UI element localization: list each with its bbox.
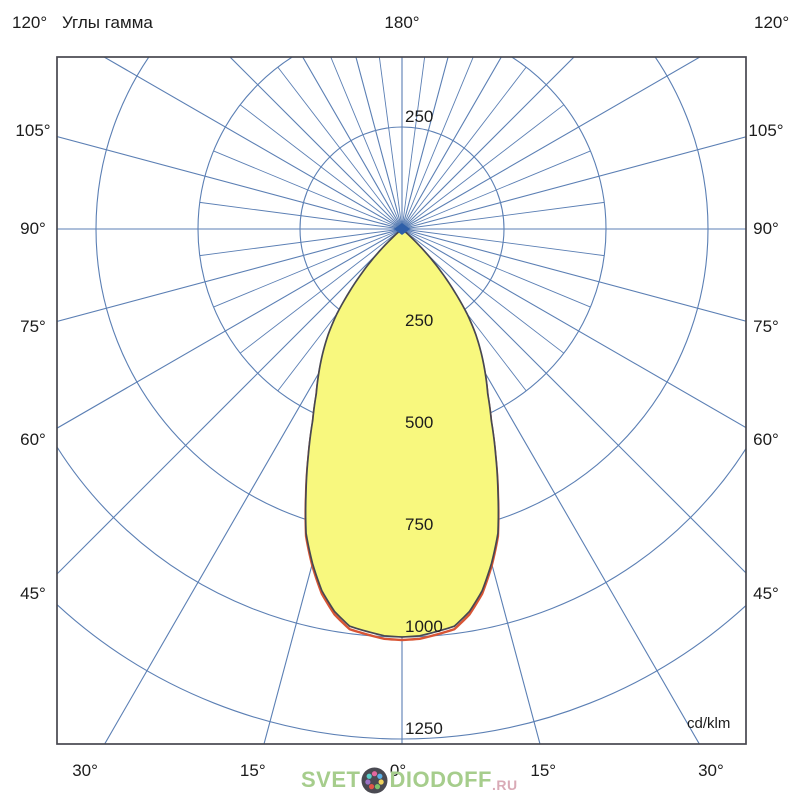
radial-label-1000: 1000: [405, 617, 443, 636]
gamma-label-right-105: 105°: [748, 121, 784, 141]
watermark-text-svet: SVET: [301, 767, 361, 792]
gamma-label-left-60: 60°: [20, 429, 46, 449]
center-marker: [394, 223, 410, 235]
corner-angle-top-left: 120°: [12, 13, 48, 32]
watermark-text-ru: .RU: [491, 777, 518, 793]
gamma-label-bottom-15: 15°: [239, 761, 266, 780]
gamma-label-left-105: 105°: [15, 121, 51, 141]
unit-label: cd/klm: [687, 715, 731, 732]
intensity-curves: [304, 227, 500, 642]
radial-label-1250: 1250: [405, 719, 443, 738]
gamma-label-bottom-0: 0°: [389, 761, 407, 780]
gamma-label-right-45: 45°: [753, 584, 779, 603]
radial-label-250: 250: [405, 311, 434, 330]
gamma-label-left-75: 75°: [20, 316, 46, 336]
gamma-label-left-45: 45°: [20, 584, 46, 603]
curve-c90-c270: [304, 227, 500, 638]
gamma-label-right-90: 90°: [753, 219, 779, 238]
plot-frame: [56, 56, 747, 745]
watermark: SVET DIODOFF .RU: [301, 765, 518, 795]
gamma-label-bottom-30: 30°: [72, 761, 98, 780]
watermark-text-diodoff: DIODOFF: [389, 767, 492, 792]
diagram-title: Углы гамма: [62, 13, 153, 32]
radial-label-500: 500: [405, 413, 434, 432]
radial-label-750: 750: [405, 515, 434, 534]
gamma-label-bottom-30: 30°: [698, 761, 724, 780]
gamma-label-left-90: 90°: [20, 219, 46, 238]
gamma-label-right-75: 75°: [753, 316, 779, 336]
gamma-label-bottom-15: 15°: [530, 761, 557, 780]
corner-angle-top-right: 120°: [754, 13, 790, 32]
corner-angle-top-center: 180°: [384, 13, 420, 32]
watermark-badge-icon: [361, 767, 388, 793]
gamma-label-right-60: 60°: [753, 429, 779, 449]
radial-label-above-250: 250: [405, 107, 434, 126]
